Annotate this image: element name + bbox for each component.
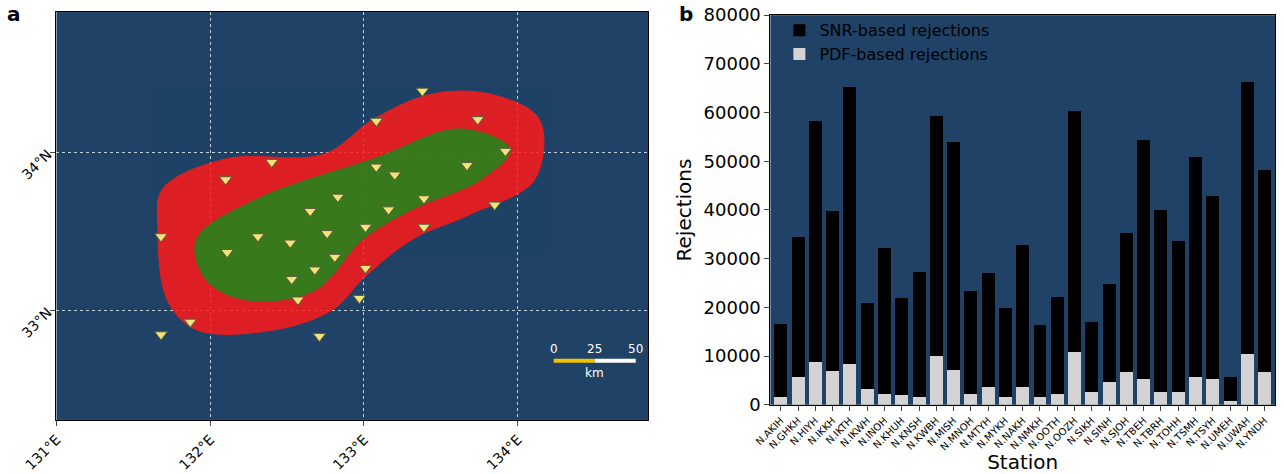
svg-text:70000: 70000: [704, 53, 761, 74]
svg-text:133°E: 133°E: [330, 432, 371, 473]
svg-text:80000: 80000: [704, 4, 761, 25]
svg-text:N.NAKH: N.NAKH: [992, 415, 1027, 450]
svg-text:N.GHKH: N.GHKH: [767, 415, 803, 451]
svg-text:N.KNSH: N.KNSH: [889, 415, 924, 450]
svg-text:PDF-based rejections: PDF-based rejections: [819, 45, 987, 64]
svg-text:N.IKKH: N.IKKH: [806, 415, 838, 447]
svg-text:N.SJOH: N.SJOH: [1099, 415, 1132, 448]
svg-text:40000: 40000: [704, 199, 761, 220]
svg-text:a: a: [7, 2, 21, 26]
svg-text:60000: 60000: [704, 102, 761, 123]
svg-text:10000: 10000: [704, 345, 761, 366]
svg-text:25: 25: [587, 342, 602, 356]
svg-text:N.MTYH: N.MTYH: [958, 415, 993, 450]
svg-text:N.YNDH: N.YNDH: [1234, 415, 1270, 451]
svg-text:33°N: 33°N: [18, 304, 54, 340]
svg-text:N.KWBH: N.KWBH: [904, 415, 941, 452]
svg-text:Station: Station: [987, 450, 1058, 474]
svg-text:N.IKWH: N.IKWH: [838, 415, 872, 449]
svg-text:N.AKIH: N.AKIH: [754, 415, 786, 447]
svg-text:N.UWAH: N.UWAH: [1215, 415, 1252, 452]
svg-text:131°E: 131°E: [22, 432, 63, 473]
svg-text:N.SIKH: N.SIKH: [1065, 415, 1097, 447]
svg-text:N.NMKH: N.NMKH: [1008, 415, 1045, 452]
svg-text:132°E: 132°E: [176, 432, 217, 473]
svg-text:Rejections: Rejections: [672, 159, 696, 262]
svg-text:N.MISH: N.MISH: [925, 415, 958, 448]
svg-text:0: 0: [550, 342, 558, 356]
svg-text:b: b: [679, 2, 693, 26]
svg-text:N.MNOH: N.MNOH: [938, 415, 976, 453]
svg-text:N.TBEH: N.TBEH: [1114, 415, 1148, 449]
svg-text:134°E: 134°E: [483, 432, 524, 473]
svg-text:34°N: 34°N: [18, 146, 54, 182]
svg-text:N.OOTH: N.OOTH: [1026, 415, 1062, 451]
svg-text:km: km: [585, 366, 604, 380]
svg-text:0: 0: [749, 394, 760, 415]
svg-text:N.IKTH: N.IKTH: [824, 415, 855, 446]
svg-text:30000: 30000: [704, 248, 761, 269]
svg-text:N.TBRH: N.TBRH: [1131, 415, 1166, 450]
svg-text:20000: 20000: [704, 297, 761, 318]
svg-text:50: 50: [628, 342, 643, 356]
svg-text:N.TOHH: N.TOHH: [1147, 415, 1183, 451]
svg-text:N.HIYH: N.HIYH: [788, 415, 820, 447]
svg-text:N.UMEH: N.UMEH: [1199, 415, 1235, 451]
svg-text:N.SINH: N.SINH: [1082, 415, 1115, 448]
svg-text:50000: 50000: [704, 151, 761, 172]
svg-text:N.KHUH: N.KHUH: [871, 415, 907, 451]
svg-text:SNR-based rejections: SNR-based rejections: [819, 21, 989, 40]
svg-text:N.MYKH: N.MYKH: [975, 415, 1011, 451]
svg-text:N.INOH: N.INOH: [856, 415, 890, 449]
svg-text:N.OOZH: N.OOZH: [1043, 415, 1080, 452]
svg-text:N.TSMH: N.TSMH: [1165, 415, 1201, 451]
svg-text:N.TSYH: N.TSYH: [1184, 415, 1218, 449]
